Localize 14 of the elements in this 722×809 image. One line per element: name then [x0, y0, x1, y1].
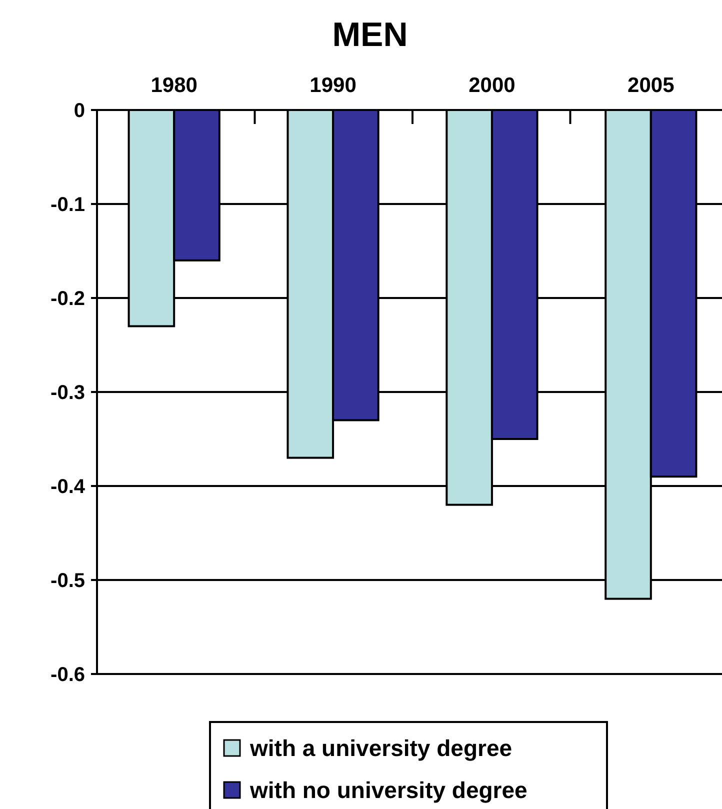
y-tick-label: -0.2: [50, 288, 85, 310]
y-tick-label: 0: [74, 100, 85, 122]
x-tick-label: 2005: [628, 74, 675, 97]
chart-title: MEN: [332, 16, 408, 54]
legend-label: with a university degree: [249, 735, 512, 762]
y-tick-label: -0.4: [50, 476, 86, 498]
legend-label: with no university degree: [249, 777, 528, 804]
x-tick-label: 2000: [468, 74, 516, 97]
y-tick-label: -0.3: [50, 382, 85, 404]
x-tick-label: 1980: [150, 74, 198, 97]
x-tick-label: 1990: [310, 74, 356, 97]
y-tick-label: -0.5: [50, 570, 85, 592]
y-tick-label: -0.6: [50, 664, 85, 686]
y-tick-label: -0.1: [50, 194, 85, 216]
